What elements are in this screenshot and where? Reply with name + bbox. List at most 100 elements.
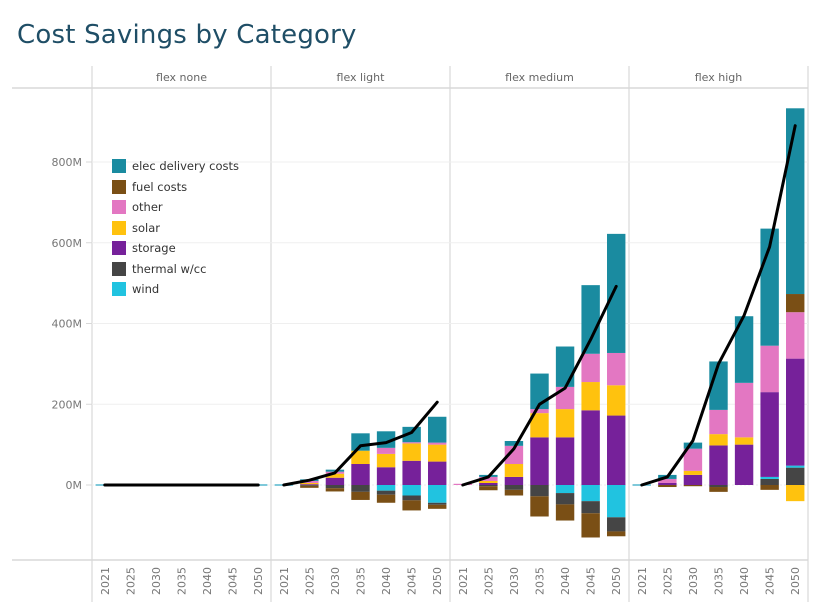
bar-segment-solar — [709, 434, 728, 446]
bar-segment-thermal-w-cc — [325, 485, 345, 489]
x-tick-label: 2025 — [124, 567, 137, 595]
y-tick-label: 600M — [52, 237, 83, 250]
bar-segment-fuel-costs — [351, 491, 370, 500]
x-tick-label: 2035 — [534, 567, 547, 595]
panel-header: flex light — [337, 71, 386, 84]
bar-segment-storage — [325, 477, 345, 485]
bar-segment-wind — [760, 476, 779, 479]
bar-segment-storage — [351, 464, 370, 485]
bar-segment-other — [300, 480, 319, 483]
bar-segment-solar — [734, 437, 754, 445]
legend-swatch — [112, 159, 126, 174]
bar-segment-fuel-costs — [683, 485, 703, 487]
bar-segment-other — [504, 445, 524, 465]
legend-item: other — [112, 197, 239, 218]
bar-segment-other — [709, 409, 728, 435]
legend-label: fuel costs — [132, 179, 188, 194]
bar-segment-thermal-w-cc — [504, 485, 524, 490]
panel-header: flex high — [695, 71, 743, 84]
bar-segment-elec-delivery-costs — [607, 233, 626, 353]
y-tick-label: 800M — [52, 156, 83, 169]
x-tick-label: 2050 — [789, 567, 802, 595]
bar-segment-solar — [376, 453, 396, 468]
bar-segment-elec-delivery-costs — [683, 442, 703, 449]
bar-segment-storage — [760, 392, 779, 477]
x-tick-label: 2030 — [687, 567, 700, 595]
bar-segment-fuel-costs — [325, 488, 345, 492]
legend-label: other — [132, 200, 163, 215]
bar-segment-storage — [504, 476, 524, 485]
bar-segment-solar — [530, 413, 549, 438]
legend-item: thermal w/cc — [112, 259, 239, 280]
bar-segment-thermal-w-cc — [351, 485, 370, 492]
bar-segment-fuel-costs — [607, 531, 626, 537]
bar-segment-thermal-w-cc — [530, 485, 549, 497]
bar-segment-elec-delivery-costs — [581, 285, 600, 354]
y-tick-label: 0M — [66, 479, 83, 492]
bar-segment-thermal-w-cc — [760, 478, 779, 485]
x-tick-label: 2050 — [610, 567, 623, 595]
bar-segment-other — [428, 442, 447, 445]
bar-segment-elec-delivery-costs — [325, 469, 345, 472]
bar-segment-storage — [376, 467, 396, 485]
bar-segment-wind — [402, 485, 421, 496]
legend-item: storage — [112, 238, 239, 259]
bar-segment-other — [479, 476, 498, 481]
bar-segment-fuel-costs — [581, 513, 600, 538]
bar-segment-thermal-w-cc — [607, 517, 626, 532]
bar-segment-storage — [709, 445, 728, 485]
bar-segment-elec-delivery-costs — [555, 346, 575, 387]
bar-segment-other — [786, 312, 805, 359]
bar-segment-elec-delivery-costs — [351, 433, 370, 451]
bar-segment-storage — [428, 461, 447, 485]
x-tick-label: 2050 — [431, 567, 444, 595]
x-tick-label: 2045 — [585, 567, 598, 595]
legend-swatch — [112, 200, 126, 215]
bar-segment-solar — [683, 470, 703, 475]
x-tick-label: 2030 — [329, 567, 342, 595]
legend-swatch — [112, 282, 126, 297]
x-tick-label: 2045 — [406, 567, 419, 595]
y-tick-label: 400M — [52, 318, 83, 331]
x-tick-label: 2021 — [636, 567, 649, 595]
bar-segment-solar — [325, 473, 345, 478]
bar-segment-thermal-w-cc — [402, 495, 421, 501]
x-tick-label: 2025 — [303, 567, 316, 595]
legend-item: fuel costs — [112, 177, 239, 198]
x-tick-label: 2040 — [380, 567, 393, 595]
bar-segment-other — [760, 345, 779, 393]
bar-segment-thermal-w-cc — [428, 502, 447, 505]
bar-segment-fuel-costs — [504, 489, 524, 496]
bar-segment-fuel-costs — [428, 504, 447, 509]
legend: elec delivery costs fuel costs other solar s… — [112, 156, 239, 300]
bar-segment-fuel-costs — [709, 487, 728, 492]
legend-label: wind — [132, 282, 160, 297]
bar-segment-elec-delivery-costs — [786, 108, 805, 295]
bar-segment-wind — [376, 485, 396, 491]
bar-segment-storage — [402, 460, 421, 485]
legend-label: elec delivery costs — [132, 159, 240, 174]
x-tick-label: 2035 — [713, 567, 726, 595]
bar-segment-wind — [607, 485, 626, 518]
chart-title: Cost Savings by Category — [17, 20, 357, 50]
bar-segment-solar — [786, 485, 805, 502]
y-tick-label: 200M — [52, 398, 83, 411]
legend-swatch — [112, 261, 126, 276]
x-tick-label: 2025 — [661, 567, 674, 595]
panel-header: flex none — [156, 71, 207, 84]
bar-segment-solar — [607, 385, 626, 416]
bar-segment-storage — [734, 444, 754, 485]
bar-segment-solar — [581, 382, 600, 411]
bar-segment-solar — [479, 480, 498, 483]
bar-segment-elec-delivery-costs — [504, 440, 524, 446]
bar-segment-other — [376, 447, 396, 454]
bar-segment-solar — [351, 450, 370, 465]
bar-segment-wind — [555, 485, 575, 494]
bar-segment-fuel-costs — [760, 485, 779, 490]
bar-segment-storage — [581, 410, 600, 485]
legend-item: solar — [112, 218, 239, 239]
bar-segment-elec-delivery-costs — [402, 426, 421, 443]
bar-segment-elec-delivery-costs — [734, 316, 754, 383]
bar-segment-wind — [581, 485, 600, 502]
bar-segment-thermal-w-cc — [581, 501, 600, 514]
